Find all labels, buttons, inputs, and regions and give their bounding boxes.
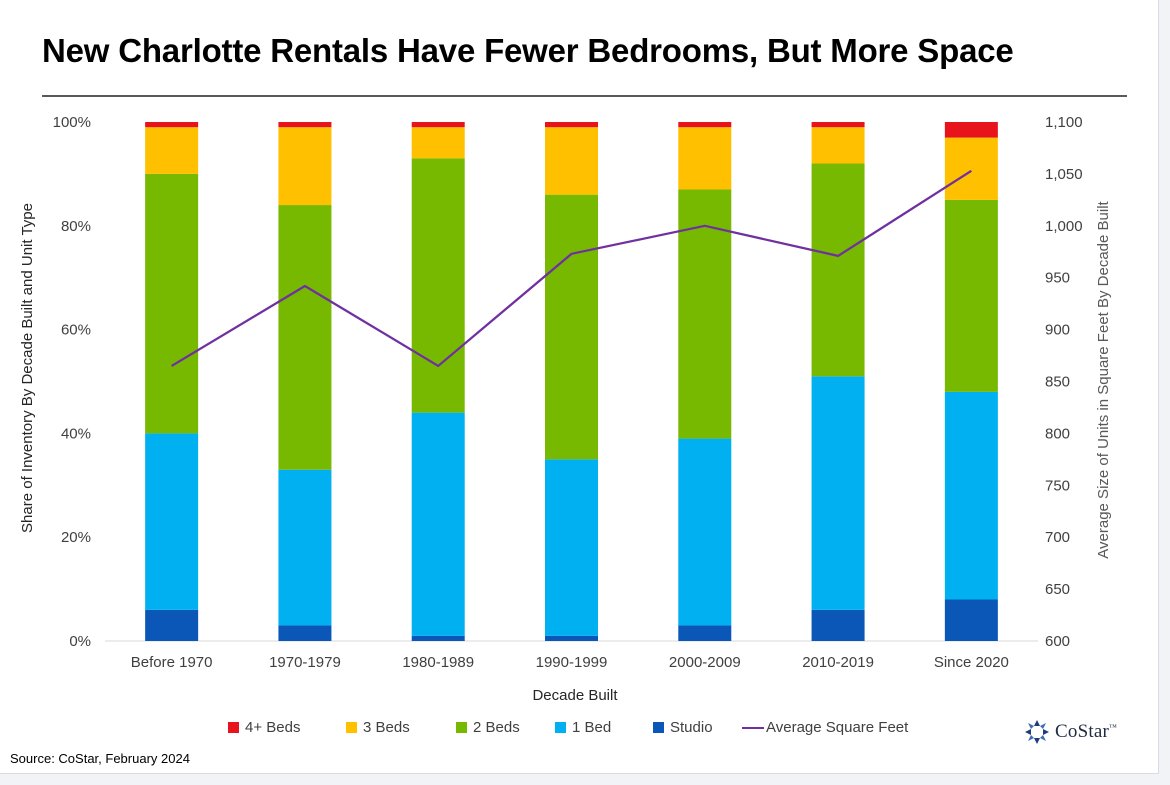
bar-2-beds-since-2020 bbox=[944, 199, 998, 392]
legend-swatch bbox=[742, 726, 764, 729]
y-axis-right-title: Average Size of Units in Square Feet By … bbox=[1095, 200, 1112, 558]
bar-3-beds-1980-1989 bbox=[411, 127, 465, 159]
stacked-bar-chart: 0% 20% 40% 60% 80% 100% 600 650 700 750 800 850 900… bbox=[19, 114, 1112, 704]
bar-2-beds-1990-1999 bbox=[545, 194, 598, 460]
y-right-tick-label: 600 bbox=[1045, 633, 1070, 650]
bar-4plus-beds-1980-1989 bbox=[411, 122, 465, 128]
y-tick-label: 100% bbox=[53, 114, 91, 131]
bar-2-beds-2000-2009 bbox=[678, 189, 732, 439]
y-tick-label: 80% bbox=[61, 218, 91, 235]
bar-1-bed-1980-1989 bbox=[411, 412, 465, 636]
bar-3-beds-2000-2009 bbox=[678, 127, 732, 190]
y-right-tick-label: 1,000 bbox=[1045, 218, 1083, 235]
bar-4plus-beds-since-2020 bbox=[944, 122, 998, 138]
bar-4plus-beds-before-1970 bbox=[145, 122, 199, 128]
chart-card: New Charlotte Rentals Have Fewer Bedroom… bbox=[0, 0, 1159, 774]
title-divider bbox=[42, 95, 1127, 97]
bar-3-beds-since-2020 bbox=[944, 137, 998, 200]
bars bbox=[145, 122, 998, 641]
bar-studio-1970-1979 bbox=[278, 625, 332, 641]
bar-studio-1990-1999 bbox=[545, 635, 598, 641]
bar-4plus-beds-2000-2009 bbox=[678, 122, 732, 128]
y-right-tick-label: 950 bbox=[1045, 270, 1070, 287]
legend-item-studio: Studio bbox=[653, 719, 713, 736]
legend-label: 2 Beds bbox=[473, 719, 520, 736]
y-axis-title: Share of Inventory By Decade Built and U… bbox=[19, 203, 36, 533]
legend-label: Studio bbox=[670, 719, 713, 736]
legend-swatch bbox=[653, 722, 664, 733]
x-tick-label: 2010-2019 bbox=[802, 654, 874, 671]
legend-swatch bbox=[456, 722, 467, 733]
x-tick-label: 1980-1989 bbox=[402, 654, 474, 671]
bar-studio-2000-2009 bbox=[678, 625, 732, 641]
chart-title: New Charlotte Rentals Have Fewer Bedroom… bbox=[42, 32, 1014, 69]
x-tick-label: 1970-1979 bbox=[269, 654, 341, 671]
right-axis-ticks: 600 650 700 750 800 850 900 950 1,000 1,050 1,100 bbox=[1045, 114, 1083, 650]
bar-studio-since-2020 bbox=[944, 599, 998, 641]
y-right-tick-label: 850 bbox=[1045, 374, 1070, 391]
legend-item-1-bed: 1 Bed bbox=[555, 719, 611, 736]
legend-label: 1 Bed bbox=[572, 719, 612, 736]
y-right-tick-label: 1,050 bbox=[1045, 166, 1083, 183]
line-average-square-feet bbox=[171, 169, 972, 368]
y-right-tick-label: 750 bbox=[1045, 477, 1070, 494]
y-right-tick-label: 650 bbox=[1045, 581, 1070, 598]
bar-2-beds-1980-1989 bbox=[411, 158, 465, 413]
source-note: Source: CoStar, February 2024 bbox=[10, 751, 190, 766]
y-tick-label: 60% bbox=[61, 322, 91, 339]
legend-item-4plus-beds: 4+ Beds bbox=[228, 719, 300, 736]
costar-logo-text: CoStar™ bbox=[1055, 721, 1118, 742]
legend-item-2-beds: 2 Beds bbox=[456, 719, 520, 736]
left-axis-ticks: 0% 20% 40% 60% 80% 100% bbox=[53, 114, 91, 650]
bar-1-bed-1970-1979 bbox=[278, 469, 332, 626]
x-tick-label: 1990-1999 bbox=[536, 654, 608, 671]
costar-logo: CoStar™ bbox=[1024, 719, 1117, 745]
legend-swatch bbox=[228, 722, 239, 733]
bar-3-beds-1990-1999 bbox=[545, 127, 598, 195]
bar-1-bed-before-1970 bbox=[145, 433, 199, 610]
x-axis-title: Decade Built bbox=[532, 687, 618, 704]
bar-1-bed-since-2020 bbox=[944, 391, 998, 600]
y-right-tick-label: 1,100 bbox=[1045, 114, 1083, 131]
bar-1-bed-2000-2009 bbox=[678, 438, 732, 626]
bar-studio-2010-2019 bbox=[811, 609, 865, 641]
y-tick-label: 20% bbox=[61, 529, 91, 546]
bar-studio-1980-1989 bbox=[411, 635, 465, 641]
bar-3-beds-2010-2019 bbox=[811, 127, 865, 164]
x-tick-label: 2000-2009 bbox=[669, 654, 741, 671]
bar-4plus-beds-1990-1999 bbox=[545, 122, 598, 128]
bar-1-bed-1990-1999 bbox=[545, 459, 598, 636]
costar-logo-icon bbox=[1025, 720, 1049, 744]
legend: 4+ Beds 3 Beds 2 Beds 1 Bed Studio Average Sq… bbox=[0, 719, 1158, 741]
bar-2-beds-1970-1979 bbox=[278, 205, 332, 470]
bar-4plus-beds-1970-1979 bbox=[278, 122, 332, 128]
category-labels: Before 1970 1970-1979 1980-1989 1990-1999 20… bbox=[131, 654, 1009, 671]
bar-2-beds-before-1970 bbox=[145, 173, 199, 434]
legend-item-3-beds: 3 Beds bbox=[346, 719, 410, 736]
legend-label: 4+ Beds bbox=[245, 719, 301, 736]
x-tick-label: Before 1970 bbox=[131, 654, 213, 671]
y-tick-label: 40% bbox=[61, 425, 91, 442]
y-tick-label: 0% bbox=[69, 633, 91, 650]
bar-3-beds-before-1970 bbox=[145, 127, 199, 174]
bar-4plus-beds-2010-2019 bbox=[811, 122, 865, 128]
x-tick-label: Since 2020 bbox=[934, 654, 1009, 671]
bar-2-beds-2010-2019 bbox=[811, 163, 865, 377]
legend-swatch bbox=[346, 722, 357, 733]
legend-item-average-square-feet: Average Square Feet bbox=[742, 719, 908, 736]
y-right-tick-label: 800 bbox=[1045, 425, 1070, 442]
y-right-tick-label: 700 bbox=[1045, 529, 1070, 546]
average-square-feet-line bbox=[171, 169, 972, 368]
bar-3-beds-1970-1979 bbox=[278, 127, 332, 206]
y-right-tick-label: 900 bbox=[1045, 322, 1070, 339]
bar-studio-before-1970 bbox=[145, 609, 199, 641]
legend-swatch bbox=[555, 722, 566, 733]
legend-label: Average Square Feet bbox=[766, 719, 909, 736]
legend-label: 3 Beds bbox=[363, 719, 410, 736]
bar-1-bed-2010-2019 bbox=[811, 376, 865, 610]
